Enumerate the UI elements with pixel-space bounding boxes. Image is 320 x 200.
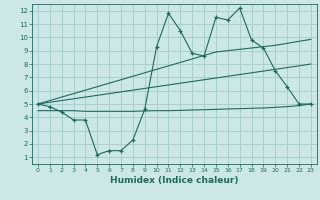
X-axis label: Humidex (Indice chaleur): Humidex (Indice chaleur) [110,176,239,185]
